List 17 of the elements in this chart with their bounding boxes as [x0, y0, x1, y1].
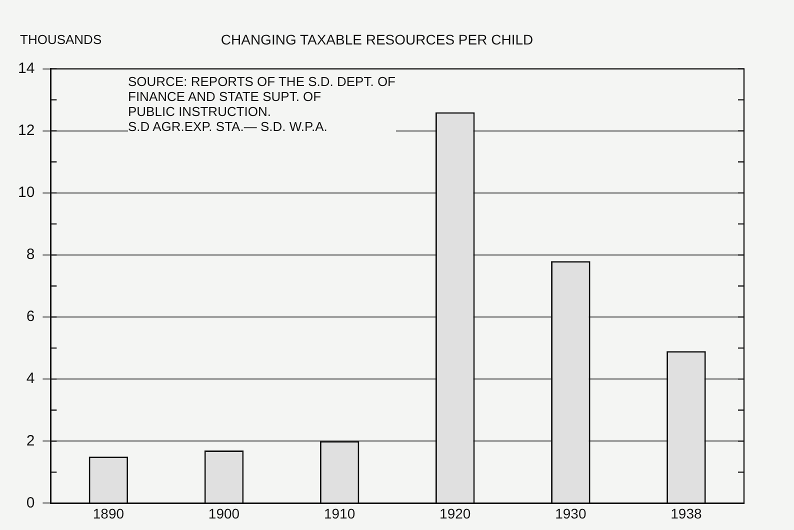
y-tick-label: 2 [26, 432, 35, 450]
x-tick-label: 1900 [208, 505, 240, 522]
x-tick-label: 1930 [555, 505, 586, 522]
y-tick-label: 12 [18, 122, 35, 139]
y-axis-title: THOUSANDS [20, 32, 102, 47]
y-tick-label: 10 [18, 184, 35, 202]
annotation: SOURCE: REPORTS OF THE S.D. DEPT. OF FINANCE AND STATE SUPT. OF PUBLIC INSTRUCTION. S.D AGR.EXP. STA.— S.D. W.P.A. [128, 74, 396, 134]
y-tick-label: 4 [26, 370, 35, 388]
chart-title: CHANGING TAXABLE RESOURCES PER CHILD [220, 31, 534, 48]
x-tick-label: 1920 [440, 505, 471, 522]
x-tick-label: 1890 [92, 505, 124, 522]
y-tick-label: 6 [26, 308, 35, 326]
y-tick-label: 8 [26, 246, 35, 264]
y-tick-label: 0 [26, 494, 35, 512]
y-tick-label: 14 [18, 60, 35, 77]
x-tick-label: 1910 [324, 505, 356, 522]
x-tick-label: 1938 [670, 505, 702, 522]
